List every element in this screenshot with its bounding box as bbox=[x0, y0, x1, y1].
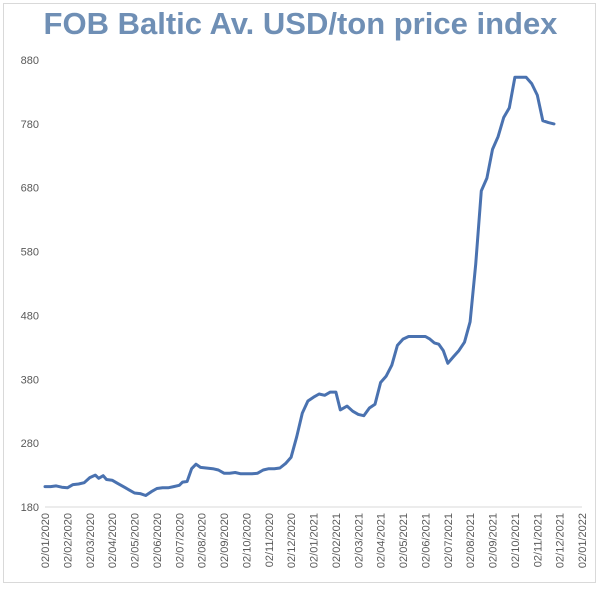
x-tick-label: 02/10/2021 bbox=[510, 513, 522, 568]
chart-frame bbox=[3, 3, 596, 583]
x-tick-label: 02/11/2021 bbox=[532, 513, 544, 567]
y-tick-label: 480 bbox=[21, 310, 39, 322]
x-tick-label: 02/09/2020 bbox=[219, 513, 231, 568]
x-tick-label: 02/10/2020 bbox=[241, 513, 253, 568]
y-tick-label: 180 bbox=[21, 502, 39, 514]
x-tick-label: 02/11/2020 bbox=[264, 513, 276, 567]
x-tick-label: 02/04/2021 bbox=[376, 513, 388, 568]
x-tick-label: 02/04/2020 bbox=[107, 513, 119, 568]
x-tick-label: 02/06/2020 bbox=[152, 513, 164, 568]
x-tick-label: 02/02/2020 bbox=[62, 513, 74, 568]
y-tick-label: 780 bbox=[21, 119, 39, 131]
y-tick-label: 880 bbox=[21, 55, 39, 67]
y-tick-label: 580 bbox=[21, 247, 39, 259]
x-tick-label: 02/01/2021 bbox=[309, 513, 321, 568]
x-tick-label: 02/03/2020 bbox=[85, 513, 97, 568]
x-tick-label: 02/12/2021 bbox=[555, 513, 567, 568]
x-tick-label: 02/05/2020 bbox=[130, 513, 142, 568]
x-axis-ticks: 02/01/2020 02/02/2020 02/03/2020 02/04/2020… bbox=[40, 513, 589, 568]
y-tick-label: 280 bbox=[21, 438, 39, 450]
y-tick-label: 680 bbox=[21, 183, 39, 195]
x-tick-label: 02/08/2021 bbox=[465, 513, 477, 568]
x-tick-label: 02/09/2021 bbox=[488, 513, 500, 568]
x-tick-label: 02/03/2021 bbox=[353, 513, 365, 568]
chart-title: FOB Baltic Av. USD/ton price index bbox=[43, 6, 558, 41]
x-tick-label: 02/07/2020 bbox=[174, 513, 186, 568]
y-axis-ticks: 180 280 380 480 580 680 780 880 bbox=[21, 55, 39, 514]
x-tick-label: 02/08/2020 bbox=[197, 513, 209, 568]
x-tick-label: 02/07/2021 bbox=[443, 513, 455, 568]
y-tick-label: 380 bbox=[21, 374, 39, 386]
series-line bbox=[43, 75, 556, 497]
x-tick-label: 02/01/2020 bbox=[40, 513, 52, 568]
x-tick-label: 02/06/2021 bbox=[420, 513, 432, 568]
x-tick-label: 02/05/2021 bbox=[398, 513, 410, 568]
x-tick-label: 02/12/2020 bbox=[286, 513, 298, 568]
x-tick-label: 02/01/2022 bbox=[577, 513, 589, 568]
x-tick-label: 02/02/2021 bbox=[331, 513, 343, 568]
